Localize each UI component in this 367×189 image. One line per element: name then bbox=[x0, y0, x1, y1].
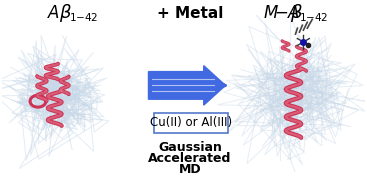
Text: $\mathit{1\mathrm{-}42}$: $\mathit{1\mathrm{-}42}$ bbox=[299, 11, 329, 23]
Text: Gaussian: Gaussian bbox=[158, 141, 222, 154]
Text: $\mathit{M}$: $\mathit{M}$ bbox=[263, 4, 279, 22]
Text: $\mathit{1\mathrm{-}42}$: $\mathit{1\mathrm{-}42}$ bbox=[69, 11, 98, 23]
Text: $\mathit{\beta}$: $\mathit{\beta}$ bbox=[59, 2, 72, 24]
Text: $\mathit{-A}$: $\mathit{-A}$ bbox=[274, 4, 300, 22]
FancyArrow shape bbox=[149, 66, 225, 105]
FancyBboxPatch shape bbox=[155, 113, 228, 133]
Text: $\mathit{A}$: $\mathit{A}$ bbox=[47, 4, 60, 22]
Text: + Metal: + Metal bbox=[157, 6, 223, 21]
Text: MD: MD bbox=[179, 163, 201, 176]
Text: $\mathit{\beta}$: $\mathit{\beta}$ bbox=[290, 2, 302, 24]
Text: Accelerated: Accelerated bbox=[148, 152, 232, 165]
Text: Cu(II) or Al(III): Cu(II) or Al(III) bbox=[150, 116, 232, 129]
